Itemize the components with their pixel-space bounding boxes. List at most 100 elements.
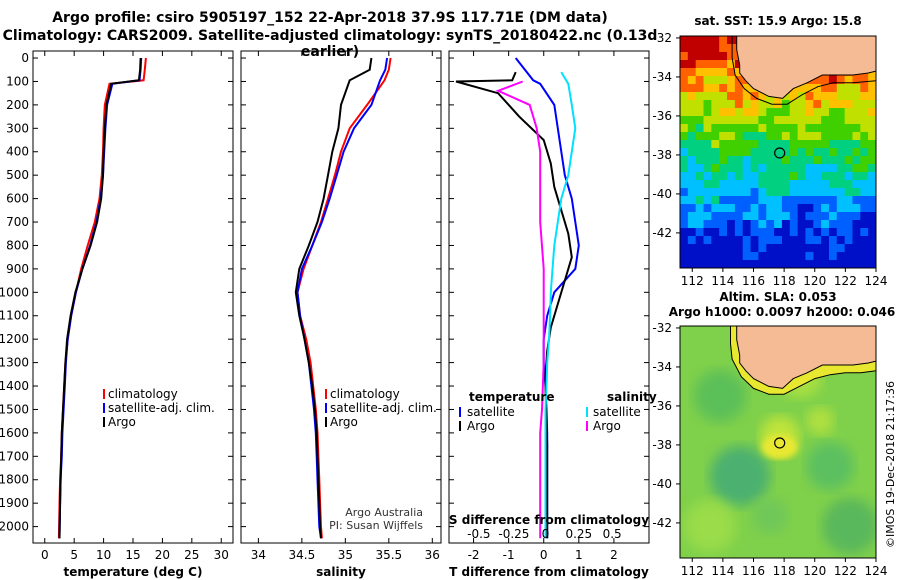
- panel-difference: -2 -1 0 1 2 T difference from climatology temp…: [448, 50, 657, 579]
- sst-cell: [868, 228, 876, 237]
- sst-cell: [828, 228, 838, 237]
- sst-cell: [750, 148, 759, 157]
- sst-cell: [789, 148, 799, 157]
- sst-cell: [719, 60, 728, 69]
- x-tick-label: 34.5: [289, 548, 316, 562]
- sst-cell: [821, 108, 830, 117]
- x-tick-label: 35: [338, 548, 353, 562]
- sla-blob: [752, 498, 788, 534]
- sst-cell: [836, 212, 846, 221]
- sst-cell: [703, 260, 712, 268]
- sst-cell: [789, 220, 799, 229]
- sst-cell: [813, 260, 822, 268]
- sst-cell: [750, 180, 759, 189]
- sst-cell: [742, 180, 752, 189]
- sst-cell: [766, 236, 775, 245]
- argo-location-marker: [774, 147, 786, 159]
- sst-cell: [828, 188, 838, 197]
- sst-cell: [680, 228, 689, 237]
- sst-cell: [750, 220, 759, 229]
- lon-tick-label: 112: [681, 274, 704, 288]
- sst-cell: [868, 236, 876, 245]
- sst-cell: [774, 108, 783, 117]
- sst-cell: [727, 100, 736, 109]
- sst-cell: [836, 116, 846, 125]
- panel-temperature: 0100200300400500600700800900100011001200…: [0, 50, 234, 579]
- sst-cell: [836, 204, 846, 213]
- sst-cell: [750, 244, 759, 253]
- sst-cell: [766, 108, 775, 117]
- sst-cell: [813, 188, 822, 197]
- sst-cell: [695, 132, 705, 141]
- series-line-satellite-adj-clim-: [296, 57, 389, 539]
- sst-cell: [781, 116, 791, 125]
- sst-cell: [781, 252, 791, 261]
- sst-cell: [695, 260, 705, 268]
- sst-cell: [860, 220, 869, 229]
- sst-cell: [703, 244, 712, 253]
- sst-cell: [836, 76, 846, 85]
- sst-cell: [727, 36, 736, 45]
- sst-cell: [766, 180, 775, 189]
- sla_map-field: [680, 326, 876, 558]
- sst-cell: [703, 124, 712, 133]
- sst-cell: [687, 244, 697, 253]
- sst-cell: [711, 212, 720, 221]
- sst_map-field: [680, 36, 876, 268]
- sst-cell: [695, 92, 705, 101]
- sst-cell: [734, 236, 744, 245]
- sst-cell: [781, 220, 791, 229]
- sst-cell: [789, 124, 799, 133]
- sst-cell: [727, 236, 736, 245]
- sst-cell: [781, 92, 791, 101]
- sst-cell: [852, 180, 861, 189]
- sst-cell: [719, 52, 728, 61]
- sst-cell: [687, 236, 697, 245]
- sst-cell: [821, 188, 830, 197]
- sst-cell: [680, 44, 689, 53]
- sst-cell: [797, 140, 807, 149]
- sst-cell: [758, 220, 767, 229]
- sst-cell: [789, 108, 799, 117]
- sst-cell: [719, 76, 728, 85]
- sst-cell: [711, 172, 720, 181]
- sst-cell: [828, 196, 838, 205]
- sst-cell: [687, 180, 697, 189]
- sst-cell: [687, 260, 697, 268]
- sst-cell: [805, 196, 814, 205]
- sst-cell: [727, 44, 736, 53]
- sst-cell: [844, 84, 854, 93]
- sst-cell: [774, 204, 783, 213]
- sst-cell: [774, 140, 783, 149]
- sst-cell: [797, 108, 807, 117]
- sst-cell: [734, 196, 744, 205]
- sst-cell: [821, 196, 830, 205]
- legend-label: satellite-adj. clim.: [108, 401, 215, 415]
- sst-cell: [868, 164, 876, 173]
- sst-cell: [734, 172, 744, 181]
- sst-cell: [828, 124, 838, 133]
- sst_map: 112 114 116 118 120 122 124 -32 -34 -36 -38 -40 -42: [652, 31, 887, 288]
- sst-cell: [821, 172, 830, 181]
- sst-cell: [727, 204, 736, 213]
- sst-cell: [821, 92, 830, 101]
- x-tick-label: 0: [540, 548, 548, 562]
- lat-tick-label: -42: [652, 226, 672, 240]
- sst-cell: [742, 108, 752, 117]
- sst-cell: [680, 252, 689, 261]
- sst-cell: [836, 108, 846, 117]
- legend-label: climatology: [108, 387, 178, 401]
- sst-cell: [711, 68, 720, 77]
- sst-cell: [695, 52, 705, 61]
- sst-cell: [852, 76, 861, 85]
- sst-cell: [805, 260, 814, 268]
- sst-cell: [727, 196, 736, 205]
- sst-cell: [742, 252, 752, 261]
- sst-cell: [758, 204, 767, 213]
- sst-cell: [789, 140, 799, 149]
- temperature-frame: [32, 50, 234, 544]
- sst-cell: [813, 132, 822, 141]
- lon-tick-label: 124: [865, 564, 888, 578]
- sla-blob: [822, 498, 876, 554]
- legend-label: satellite: [467, 405, 515, 419]
